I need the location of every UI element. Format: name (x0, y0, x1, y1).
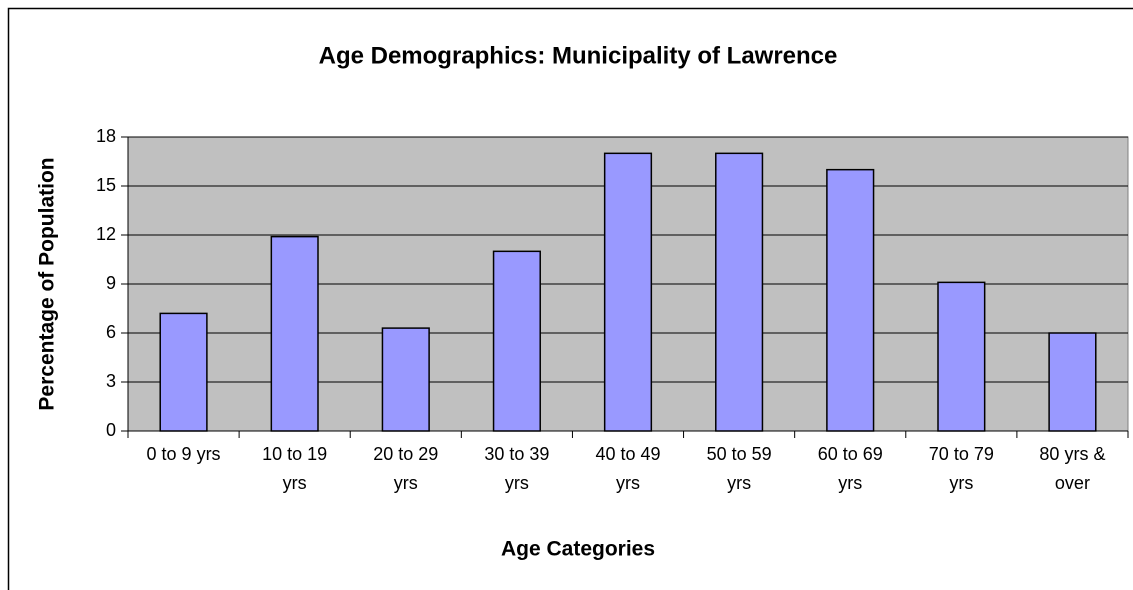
x-tick-label: 10 to 19 yrs (262, 444, 328, 493)
x-tick-label: 20 to 29 yrs (373, 444, 439, 493)
x-tick-label: 60 to 69 yrs (817, 444, 883, 493)
y-axis-label: Percentage of Population (36, 157, 59, 410)
x-tick-label: 80 yrs & over (1039, 444, 1106, 493)
x-tick-label: 0 to 9 yrs (146, 444, 221, 464)
bar (270, 235, 319, 432)
y-tick-label: 9 (106, 273, 116, 293)
y-tick-label: 15 (96, 175, 116, 195)
y-tick-label: 12 (96, 224, 116, 244)
y-tick-label: 0 (106, 420, 116, 440)
bar (492, 250, 541, 432)
x-tick-label: 50 to 59 yrs (706, 444, 772, 493)
y-tick-label: 3 (106, 371, 116, 391)
bar (381, 327, 430, 432)
bar (937, 281, 986, 432)
x-tick-label: 70 to 79 yrs (928, 444, 994, 493)
y-tick-label: 6 (106, 322, 116, 342)
x-tick-label: 40 to 49 yrs (595, 444, 661, 493)
bar (715, 152, 764, 432)
x-tick-label: 30 to 39 yrs (484, 444, 550, 493)
bar (826, 168, 875, 432)
bar (1048, 332, 1097, 432)
y-tick-label: 18 (96, 126, 116, 146)
x-axis-label: Age Categories (501, 538, 655, 561)
bar (603, 152, 653, 432)
bar (159, 312, 208, 432)
chart-title: Age Demographics: Municipality of Lawren… (319, 42, 838, 69)
